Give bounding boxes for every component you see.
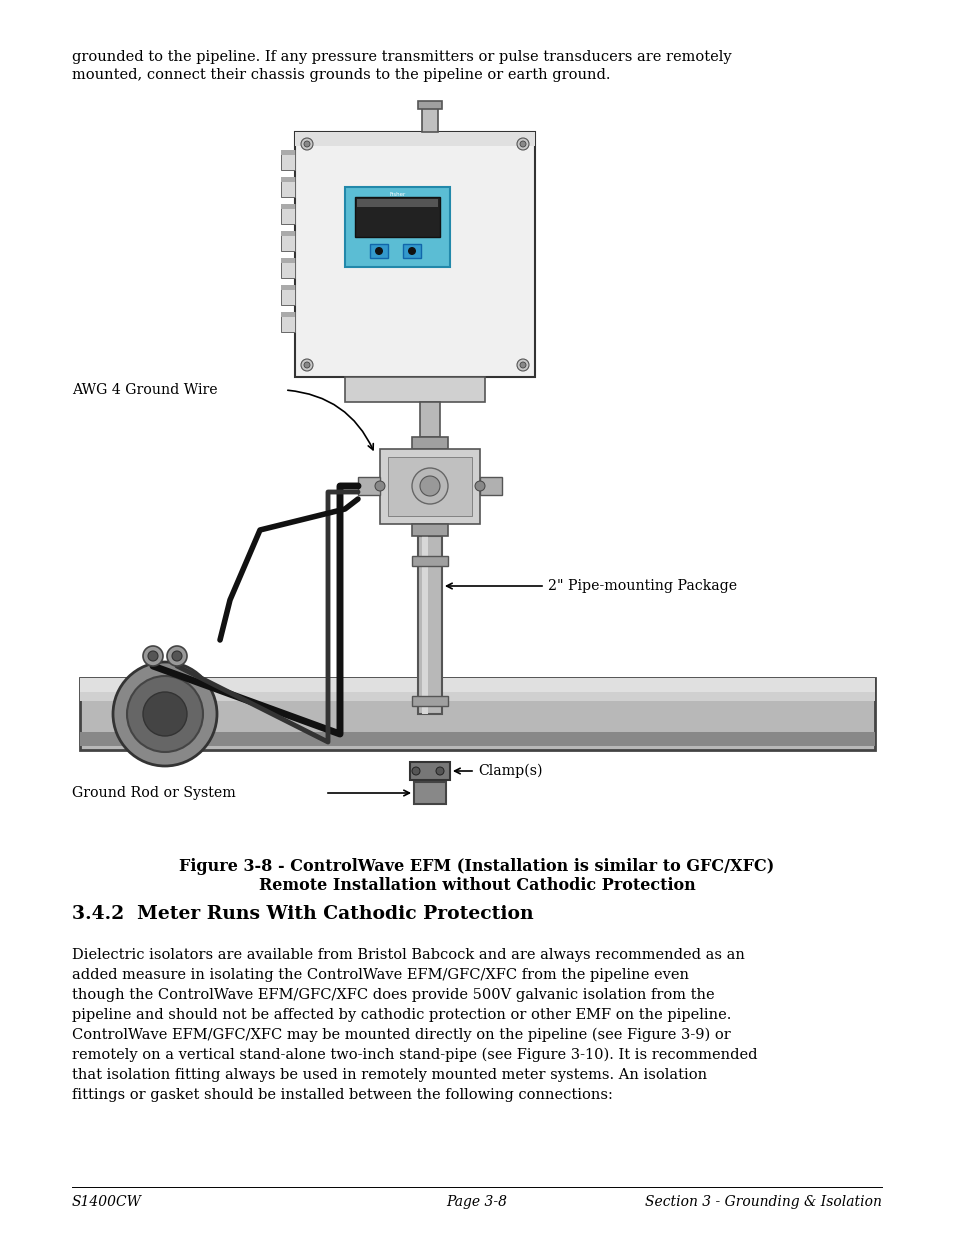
Bar [410,762,450,781]
Bar [355,198,439,237]
Bar [419,403,439,437]
Bar [281,231,294,251]
Bar [281,312,294,332]
Bar [80,678,874,750]
Bar [412,697,448,706]
Bar [281,258,294,278]
Bar [80,692,874,701]
Bar [421,107,437,132]
Bar [345,377,484,403]
Circle shape [127,676,203,752]
Circle shape [112,662,216,766]
Circle shape [475,480,484,492]
Text: ControlWave EFM/GFC/XFC may be mounted directly on the pipeline (see Figure 3-9): ControlWave EFM/GFC/XFC may be mounted d… [71,1028,730,1042]
Bar [281,149,294,156]
Bar [281,177,294,182]
Circle shape [304,362,310,368]
Bar [370,245,388,258]
Bar [281,149,294,170]
Bar [281,204,294,209]
Text: Dielectric isolators are available from Bristol Babcock and are always recommend: Dielectric isolators are available from … [71,948,744,962]
Text: grounded to the pipeline. If any pressure transmitters or pulse transducers are : grounded to the pipeline. If any pressur… [71,49,731,64]
Circle shape [143,646,163,666]
Bar [417,536,441,714]
Bar [412,556,448,566]
Text: S1400CW: S1400CW [71,1195,142,1209]
Bar [414,782,446,804]
Circle shape [301,359,313,370]
Circle shape [375,247,382,254]
Text: Fisher: Fisher [389,191,405,196]
Text: Remote Installation without Cathodic Protection: Remote Installation without Cathodic Pro… [258,877,695,894]
Bar [388,457,472,516]
Bar [294,132,535,146]
Bar [281,285,294,290]
Circle shape [148,651,158,661]
Bar [80,678,874,692]
Text: Ground Rod or System: Ground Rod or System [71,785,235,800]
Bar [479,477,501,495]
Circle shape [167,646,187,666]
Text: AWG 4 Ground Wire: AWG 4 Ground Wire [71,383,217,396]
Bar [417,101,441,109]
Circle shape [301,138,313,149]
Circle shape [517,359,529,370]
Circle shape [304,141,310,147]
Bar [379,450,479,524]
Bar [345,186,450,267]
Circle shape [172,651,182,661]
Bar [281,177,294,198]
Circle shape [412,468,448,504]
Circle shape [419,475,439,496]
Bar [357,477,379,495]
Circle shape [519,141,525,147]
Text: mounted, connect their chassis grounds to the pipeline or earth ground.: mounted, connect their chassis grounds t… [71,68,610,82]
Circle shape [375,480,385,492]
Bar [356,199,437,207]
Text: 2" Pipe-mounting Package: 2" Pipe-mounting Package [547,579,737,593]
Circle shape [436,767,443,776]
Text: fittings or gasket should be installed between the following connections:: fittings or gasket should be installed b… [71,1088,612,1102]
Bar [412,437,448,450]
Bar [281,285,294,305]
Text: Section 3 - Grounding & Isolation: Section 3 - Grounding & Isolation [644,1195,882,1209]
Text: added measure in isolating the ControlWave EFM/GFC/XFC from the pipeline even: added measure in isolating the ControlWa… [71,968,688,982]
Circle shape [143,692,187,736]
Circle shape [519,362,525,368]
Text: 3.4.2  Meter Runs With Cathodic Protection: 3.4.2 Meter Runs With Cathodic Protectio… [71,905,533,923]
Text: Clamp(s): Clamp(s) [477,763,542,778]
Text: Figure 3-8 - ControlWave EFM (Installation is similar to GFC/XFC): Figure 3-8 - ControlWave EFM (Installati… [179,858,774,876]
Bar [281,258,294,263]
Bar [421,536,428,714]
Bar [281,204,294,224]
Circle shape [517,138,529,149]
Text: pipeline and should not be affected by cathodic protection or other EMF on the p: pipeline and should not be affected by c… [71,1008,731,1023]
Bar [412,524,448,536]
Text: though the ControlWave EFM/GFC/XFC does provide 500V galvanic isolation from the: though the ControlWave EFM/GFC/XFC does … [71,988,714,1002]
Bar [281,312,294,317]
Bar [294,132,535,377]
Circle shape [408,247,416,254]
Bar [402,245,420,258]
Bar [80,732,874,746]
Text: remotely on a vertical stand-alone two-inch stand-pipe (see Figure 3-10). It is : remotely on a vertical stand-alone two-i… [71,1049,757,1062]
Text: Page 3-8: Page 3-8 [446,1195,507,1209]
Bar [281,231,294,236]
Text: that isolation fitting always be used in remotely mounted meter systems. An isol: that isolation fitting always be used in… [71,1068,706,1082]
Circle shape [412,767,419,776]
